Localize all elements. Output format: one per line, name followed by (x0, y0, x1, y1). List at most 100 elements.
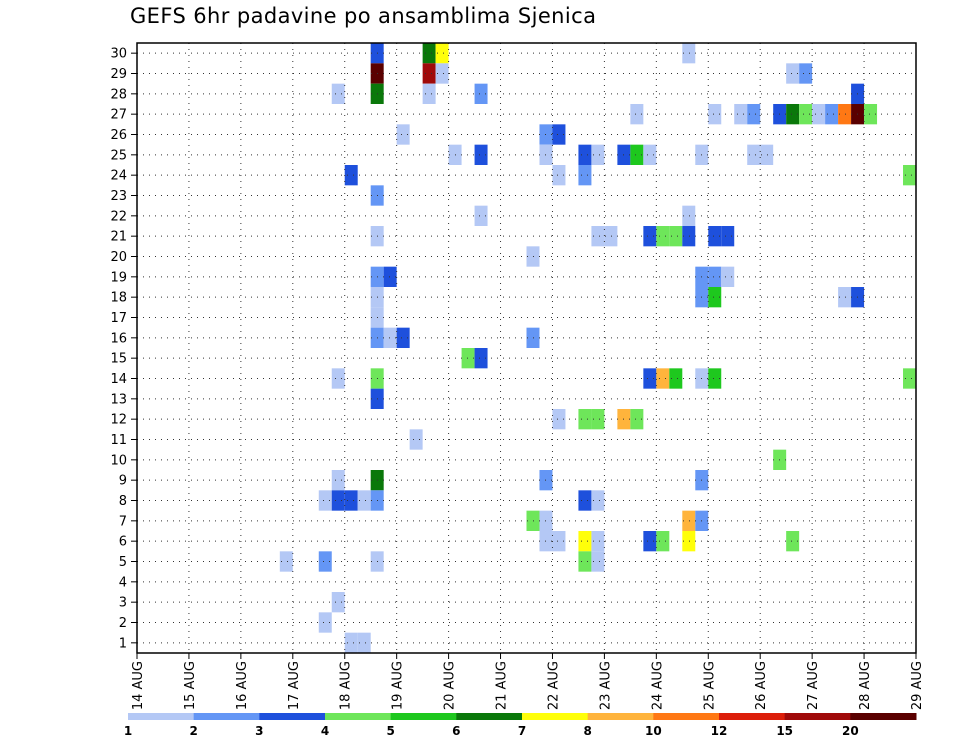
y-tick-label: 28 (110, 87, 127, 102)
data-cell (786, 531, 800, 552)
y-tick-label: 15 (110, 352, 127, 367)
data-cell (422, 43, 436, 64)
colorbar-label: 1 (124, 724, 132, 738)
y-tick-label: 19 (110, 270, 127, 285)
data-cell (721, 226, 735, 247)
data-cell (604, 226, 618, 247)
y-tick-label: 25 (110, 148, 127, 163)
plot-frame (136, 42, 917, 654)
data-cell (786, 63, 800, 84)
colorbar-label: 4 (321, 724, 329, 738)
data-cell (760, 144, 774, 165)
data-cell (578, 144, 592, 165)
data-cell (591, 226, 605, 247)
data-cell (591, 490, 605, 511)
y-tick-label: 3 (119, 596, 127, 611)
data-cell (656, 368, 670, 389)
data-cell (799, 104, 813, 125)
data-cell (643, 226, 657, 247)
data-cell (578, 490, 592, 511)
x-tick-label: 16 AUG (235, 661, 250, 710)
y-tick-label: 18 (110, 291, 127, 306)
data-cell (838, 104, 852, 125)
data-cell (383, 327, 397, 348)
x-tick-label: 19 AUG (391, 661, 406, 710)
data-cell (656, 531, 670, 552)
x-tick-label: 20 AUG (443, 661, 458, 710)
colorbar-label: 10 (645, 724, 662, 738)
data-cell (331, 83, 345, 104)
colorbar-label: 5 (386, 724, 394, 738)
y-tick-label: 1 (119, 636, 127, 651)
data-cell (630, 144, 644, 165)
x-tick-label: 18 AUG (339, 661, 354, 710)
x-tick-label: 15 AUG (183, 661, 198, 710)
x-tick-label: 17 AUG (287, 661, 302, 710)
data-cell (864, 104, 878, 125)
y-tick-label: 11 (110, 433, 127, 448)
y-axis: 1234567891011121314151617181920212223242… (110, 47, 137, 651)
data-cell (526, 327, 540, 348)
y-tick-label: 24 (110, 169, 127, 184)
data-cell (656, 226, 670, 247)
y-tick-label: 2 (119, 616, 127, 631)
data-cell (747, 144, 761, 165)
data-cell (422, 83, 436, 104)
data-cell (474, 144, 488, 165)
x-tick-label: 14 AUG (131, 661, 146, 710)
colorbar-swatch (653, 713, 720, 720)
data-cell (669, 368, 683, 389)
x-axis: 14 AUG 15 AUG 16 AUG 17 AUG 18 AUG 19 AUG 20 A… (131, 653, 925, 710)
colorbar-swatch (456, 713, 523, 720)
x-tick-label: 21 AUG (495, 661, 510, 710)
data-cell (903, 165, 916, 186)
data-cell (643, 531, 657, 552)
data-cell (682, 510, 696, 531)
y-tick-label: 23 (110, 189, 127, 204)
colorbar-swatch (193, 713, 260, 720)
y-tick-label: 4 (119, 575, 127, 590)
colorbar-swatch (850, 713, 917, 720)
data-cell (591, 551, 605, 572)
data-cell (643, 144, 657, 165)
data-cell (396, 124, 410, 145)
colorbar-label: 15 (776, 724, 793, 738)
y-tick-label: 8 (119, 494, 127, 509)
data-cell (682, 226, 696, 247)
colorbar-swatch (719, 713, 786, 720)
y-tick-label: 27 (110, 108, 127, 123)
y-tick-label: 9 (119, 474, 127, 489)
x-tick-label: 24 AUG (650, 661, 665, 710)
y-tick-label: 26 (110, 128, 127, 143)
data-cell (344, 490, 358, 511)
data-cell (708, 226, 722, 247)
data-cell (630, 104, 644, 125)
data-cell (552, 124, 566, 145)
data-cell (903, 368, 916, 389)
data-cell (708, 104, 722, 125)
data-cell (318, 551, 332, 572)
colorbar-label: 6 (452, 724, 460, 738)
data-cell (474, 205, 488, 226)
y-tick-label: 13 (110, 392, 127, 407)
colorbar-swatch (325, 713, 392, 720)
data-cell (643, 368, 657, 389)
data-cell (591, 144, 605, 165)
y-tick-label: 20 (110, 250, 127, 265)
data-cell (786, 104, 800, 125)
data-cell (578, 551, 592, 572)
data-cell (838, 287, 852, 308)
y-tick-label: 17 (110, 311, 127, 326)
data-cell (825, 104, 839, 125)
data-cell (747, 104, 761, 125)
colorbar-label: 2 (189, 724, 197, 738)
y-tick-label: 21 (110, 230, 127, 245)
data-cell (552, 165, 566, 186)
colorbar-swatch (259, 713, 326, 720)
colorbar-swatch (390, 713, 457, 720)
x-tick-label: 25 AUG (702, 661, 717, 710)
data-cell (357, 490, 371, 511)
data-cell (591, 409, 605, 430)
data-cell (331, 592, 345, 613)
y-tick-label: 30 (110, 47, 127, 62)
